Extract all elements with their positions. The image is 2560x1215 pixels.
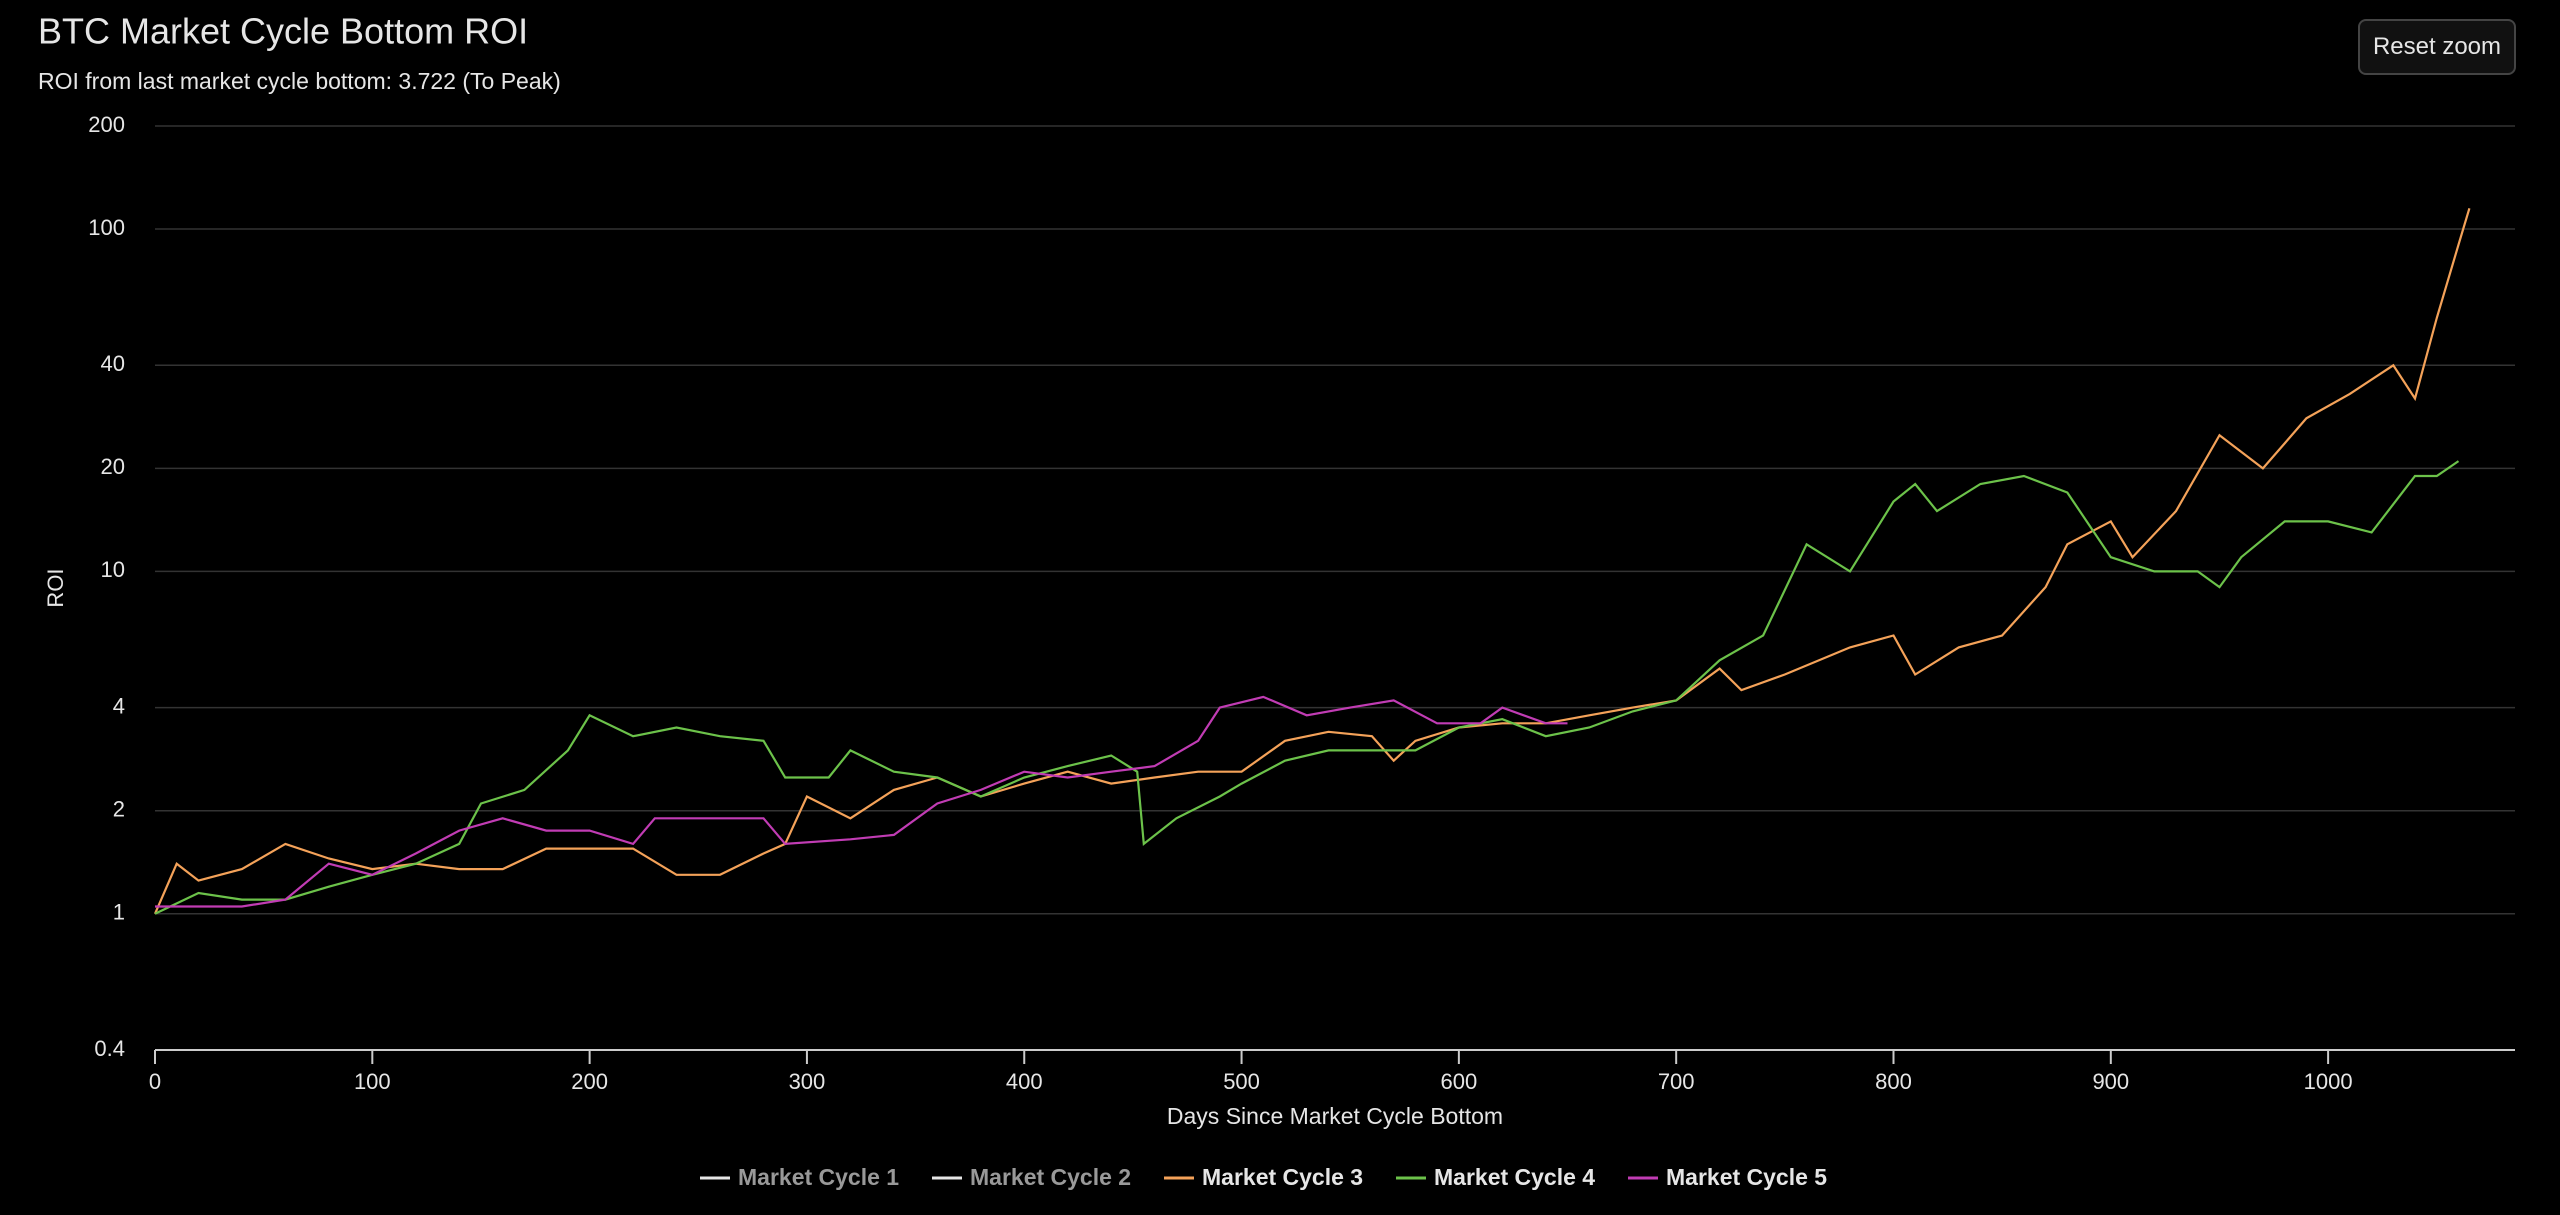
y-tick-label: 2 [113,797,125,822]
legend-label[interactable]: Market Cycle 3 [1202,1164,1363,1190]
legend-label[interactable]: Market Cycle 2 [970,1164,1131,1190]
x-tick-label: 800 [1875,1069,1912,1094]
y-tick-label: 10 [101,557,125,582]
y-axis-title: ROI [43,568,68,607]
x-tick-label: 600 [1441,1069,1478,1094]
series-line [155,695,1568,908]
reset-zoom-button[interactable]: Reset zoom [2358,19,2516,75]
x-tick-label: 1000 [2304,1069,2353,1094]
legend-label[interactable]: Market Cycle 5 [1666,1164,1827,1190]
series-line [154,460,2460,915]
y-tick-label: 40 [101,351,125,376]
y-tick-label: 0.4 [94,1036,125,1061]
chart-subtitle: ROI from last market cycle bottom: 3.722… [38,68,561,94]
x-tick-label: 0 [149,1069,161,1094]
legend-label[interactable]: Market Cycle 4 [1434,1164,1595,1190]
x-tick-label: 100 [354,1069,391,1094]
y-tick-label: 4 [113,693,125,718]
x-tick-label: 500 [1223,1069,1260,1094]
x-tick-label: 300 [789,1069,826,1094]
y-tick-label: 1 [113,900,125,925]
y-tick-label: 100 [88,215,125,240]
x-tick-label: 200 [571,1069,608,1094]
x-axis-title: Days Since Market Cycle Bottom [1167,1103,1503,1129]
y-tick-label: 20 [101,454,125,479]
series-line [153,207,2471,915]
x-tick-label: 700 [1658,1069,1695,1094]
x-tick-label: 900 [2092,1069,2129,1094]
x-tick-label: 400 [1006,1069,1043,1094]
chart-title: BTC Market Cycle Bottom ROI [38,11,528,52]
y-tick-label: 200 [88,112,125,137]
legend-label[interactable]: Market Cycle 1 [738,1164,899,1190]
